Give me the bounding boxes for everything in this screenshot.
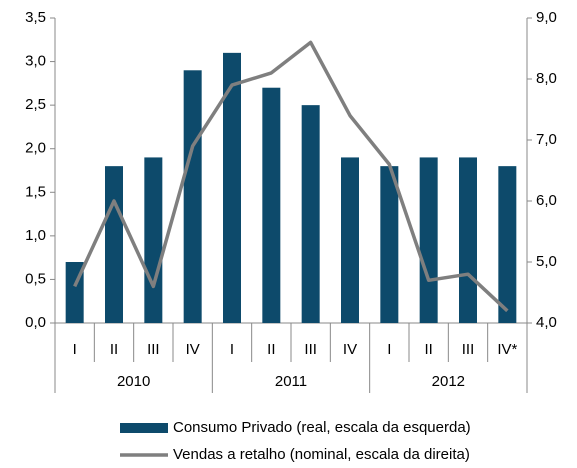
bar (498, 166, 517, 323)
group-label: 2012 (432, 373, 465, 390)
line-series (73, 40, 509, 313)
y2-tick-label: 9,0 (536, 9, 557, 26)
x-tick-label: II (267, 341, 275, 358)
bar (105, 166, 123, 323)
x-tick-label: III (304, 341, 317, 358)
bar (183, 70, 202, 324)
y-tick-label: 0,5 (25, 270, 46, 287)
x-tick-label: I (73, 341, 77, 358)
y-tick-label: 3,5 (25, 9, 46, 26)
y-tick-label: 2,5 (25, 96, 46, 113)
y-tick-label: 3,0 (25, 53, 46, 70)
x-tick-label: II (424, 341, 432, 358)
bar (380, 166, 399, 323)
y2-tick-label: 4,0 (536, 314, 557, 331)
bar (301, 105, 320, 324)
x-tick-label: I (230, 341, 234, 358)
y-tick-label: 0,0 (25, 314, 46, 331)
group-label: 2011 (275, 373, 307, 390)
x-tick-label: II (110, 341, 118, 358)
x-tick-label: IV* (497, 341, 517, 358)
y-tick-label: 2,0 (25, 140, 46, 157)
x-tick-label: IV (186, 341, 200, 358)
group-label: 2010 (117, 373, 150, 390)
bar (459, 157, 477, 323)
bar (144, 157, 163, 323)
bar (419, 157, 438, 323)
y-tick-label: 1,5 (25, 183, 46, 200)
x-tick-label: III (147, 341, 160, 358)
bar (223, 52, 241, 323)
x-tick-label: IV (343, 341, 357, 358)
y2-tick-label: 6,0 (536, 192, 557, 209)
legend-swatch (120, 423, 168, 433)
legend-label: Vendas a retalho (nominal, escala da dir… (173, 446, 470, 463)
y2-tick-label: 5,0 (536, 253, 557, 270)
y-tick-label: 1,0 (25, 227, 46, 244)
y2-tick-label: 7,0 (536, 131, 557, 148)
bar (341, 157, 359, 323)
x-tick-label: I (387, 341, 391, 358)
legend-label: Consumo Privado (real, escala da esquerd… (173, 419, 471, 436)
x-tick-label: III (462, 341, 475, 358)
bar (262, 87, 281, 323)
y2-tick-label: 8,0 (536, 70, 557, 87)
